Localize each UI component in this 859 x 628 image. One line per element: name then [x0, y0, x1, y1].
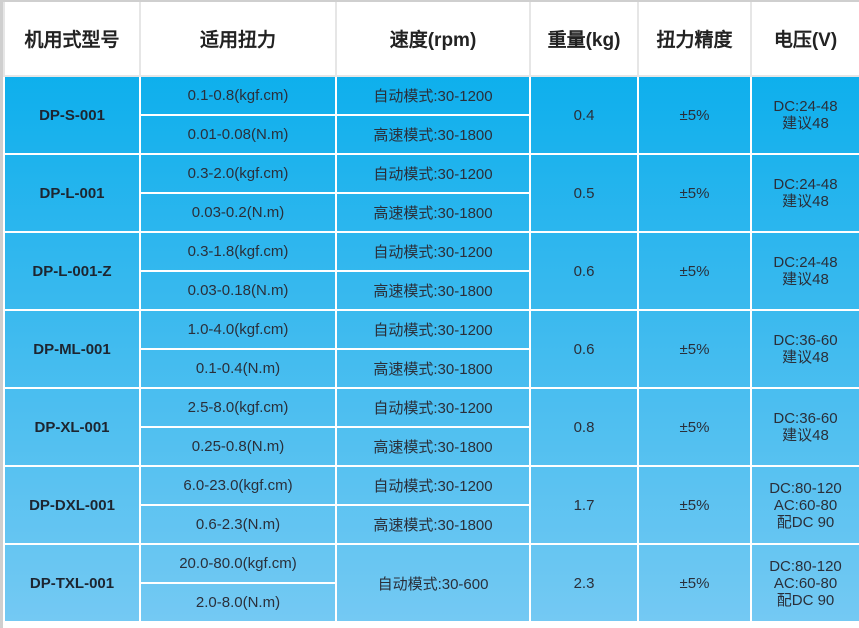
- voltage-line: DC:36-60: [773, 410, 838, 427]
- speed-high: 高速模式:30-1800: [335, 426, 531, 467]
- weight: 0.8: [529, 387, 639, 467]
- torque-nm: 0.01-0.08(N.m): [139, 114, 337, 155]
- torque-kgf: 0.3-1.8(kgf.cm): [139, 231, 337, 272]
- table-row: DP-L-001 0.3-2.0(kgf.cm) 自动模式:30-1200 0.5 ±5…: [3, 153, 859, 233]
- torque-kgf: 0.1-0.8(kgf.cm): [139, 75, 337, 116]
- table-row: 0.6-2.3(N.m) 高速模式:30-1800: [4, 504, 859, 545]
- volt: DC:36-60 建议48: [750, 309, 859, 389]
- model: DP-XL-001: [3, 387, 141, 467]
- speed-high: 高速模式:30-1800: [335, 348, 531, 389]
- table-row: 0.03-0.18(N.m) 高速模式:30-1800: [4, 270, 859, 311]
- model: DP-S-001: [3, 75, 141, 155]
- voltage-line: 建议48: [782, 427, 829, 444]
- speed-high: 高速模式:30-1800: [335, 114, 531, 155]
- voltage-line: DC:24-48: [773, 254, 838, 271]
- weight: 0.5: [529, 153, 639, 233]
- model: DP-TXL-001: [3, 543, 141, 623]
- accuracy: ±5%: [637, 387, 752, 467]
- torque-nm: 0.03-0.2(N.m): [139, 192, 337, 233]
- accuracy: ±5%: [637, 231, 752, 311]
- speed-high: 高速模式:30-1800: [335, 270, 531, 311]
- table-row: 0.03-0.2(N.m) 高速模式:30-1800: [4, 192, 859, 233]
- table-row: 2.0-8.0(N.m): [4, 582, 859, 623]
- voltage-line: DC:24-48: [773, 176, 838, 193]
- accuracy: ±5%: [637, 465, 752, 545]
- voltage-line: 建议48: [782, 193, 829, 210]
- volt: DC:80-120 AC:60-80 配DC 90: [750, 465, 859, 545]
- table-row: 0.1-0.4(N.m) 高速模式:30-1800: [4, 348, 859, 389]
- table-row: 0.25-0.8(N.m) 高速模式:30-1800: [4, 426, 859, 467]
- volt: DC:24-48 建议48: [750, 231, 859, 311]
- model: DP-ML-001: [3, 309, 141, 389]
- volt: DC:36-60 建议48: [750, 387, 859, 467]
- speed-auto: 自动模式:30-1200: [335, 153, 531, 194]
- table-row: DP-ML-001 1.0-4.0(kgf.cm) 自动模式:30-1200 0.6 ±…: [3, 309, 859, 389]
- column-header: 扭力精度: [637, 2, 752, 77]
- table-row: DP-S-001 0.1-0.8(kgf.cm) 自动模式:30-1200 0.4 ±5…: [3, 75, 859, 155]
- volt: DC:80-120 AC:60-80 配DC 90: [750, 543, 859, 623]
- weight: 0.6: [529, 309, 639, 389]
- voltage-line: 配DC 90: [776, 513, 835, 531]
- torque-nm: 2.0-8.0(N.m): [139, 582, 337, 623]
- speed-high: 高速模式:30-1800: [335, 504, 531, 545]
- voltage-line: DC:24-48: [773, 98, 838, 115]
- torque-nm: 0.03-0.18(N.m): [139, 270, 337, 311]
- torque-kgf: 2.5-8.0(kgf.cm): [139, 387, 337, 428]
- weight: 0.4: [529, 75, 639, 155]
- table-row: DP-XL-001 2.5-8.0(kgf.cm) 自动模式:30-1200 0.8 ±…: [3, 387, 859, 467]
- voltage-line: 配DC 90: [776, 591, 835, 609]
- voltage-line: AC:60-80: [773, 496, 838, 514]
- accuracy: ±5%: [637, 309, 752, 389]
- model: DP-L-001: [3, 153, 141, 233]
- voltage-line: DC:80-120: [769, 479, 842, 497]
- table-row: DP-L-001-Z 0.3-1.8(kgf.cm) 自动模式:30-1200 0.6…: [3, 231, 859, 311]
- table-row: DP-DXL-001 6.0-23.0(kgf.cm) 自动模式:30-1200 1.…: [3, 465, 859, 545]
- weight: 1.7: [529, 465, 639, 545]
- volt: DC:24-48 建议48: [750, 75, 859, 155]
- speed-auto: 自动模式:30-600: [335, 543, 531, 623]
- speed-auto: 自动模式:30-1200: [335, 75, 531, 116]
- speed-auto: 自动模式:30-1200: [335, 465, 531, 506]
- torque-nm: 0.6-2.3(N.m): [139, 504, 337, 545]
- header-row: 机用式型号 适用扭力 速度(rpm) 重量(kg) 扭力精度 电压(V): [3, 2, 859, 77]
- voltage-line: 建议48: [782, 115, 829, 132]
- torque-kgf: 6.0-23.0(kgf.cm): [139, 465, 337, 506]
- voltage-line: DC:36-60: [773, 332, 838, 349]
- speed-auto: 自动模式:30-1200: [335, 309, 531, 350]
- column-header: 电压(V): [750, 2, 859, 77]
- weight: 0.6: [529, 231, 639, 311]
- voltage-line: 建议48: [782, 349, 829, 366]
- table-row: 0.01-0.08(N.m) 高速模式:30-1800: [4, 114, 859, 155]
- voltage-line: AC:60-80: [773, 574, 838, 592]
- accuracy: ±5%: [637, 153, 752, 233]
- model: DP-L-001-Z: [3, 231, 141, 311]
- torque-nm: 0.1-0.4(N.m): [139, 348, 337, 389]
- voltage-line: 建议48: [782, 271, 829, 288]
- speed-auto: 自动模式:30-1200: [335, 387, 531, 428]
- accuracy: ±5%: [637, 543, 752, 623]
- column-header: 适用扭力: [139, 2, 337, 77]
- speed-auto: 自动模式:30-1200: [335, 231, 531, 272]
- torque-nm: 0.25-0.8(N.m): [139, 426, 337, 467]
- column-header: 速度(rpm): [335, 2, 531, 77]
- accuracy: ±5%: [637, 75, 752, 155]
- column-header: 重量(kg): [529, 2, 639, 77]
- torque-kgf: 20.0-80.0(kgf.cm): [139, 543, 337, 584]
- torque-kgf: 1.0-4.0(kgf.cm): [139, 309, 337, 350]
- voltage-line: DC:80-120: [769, 557, 842, 575]
- table-row: DP-TXL-001 20.0-80.0(kgf.cm) 自动模式:30-600 2.…: [3, 543, 859, 623]
- spec-table: 机用式型号 适用扭力 速度(rpm) 重量(kg) 扭力精度 电压(V) DP-S-001…: [3, 2, 859, 623]
- weight: 2.3: [529, 543, 639, 623]
- column-header: 机用式型号: [3, 2, 141, 77]
- volt: DC:24-48 建议48: [750, 153, 859, 233]
- torque-kgf: 0.3-2.0(kgf.cm): [139, 153, 337, 194]
- model: DP-DXL-001: [3, 465, 141, 545]
- speed-high: 高速模式:30-1800: [335, 192, 531, 233]
